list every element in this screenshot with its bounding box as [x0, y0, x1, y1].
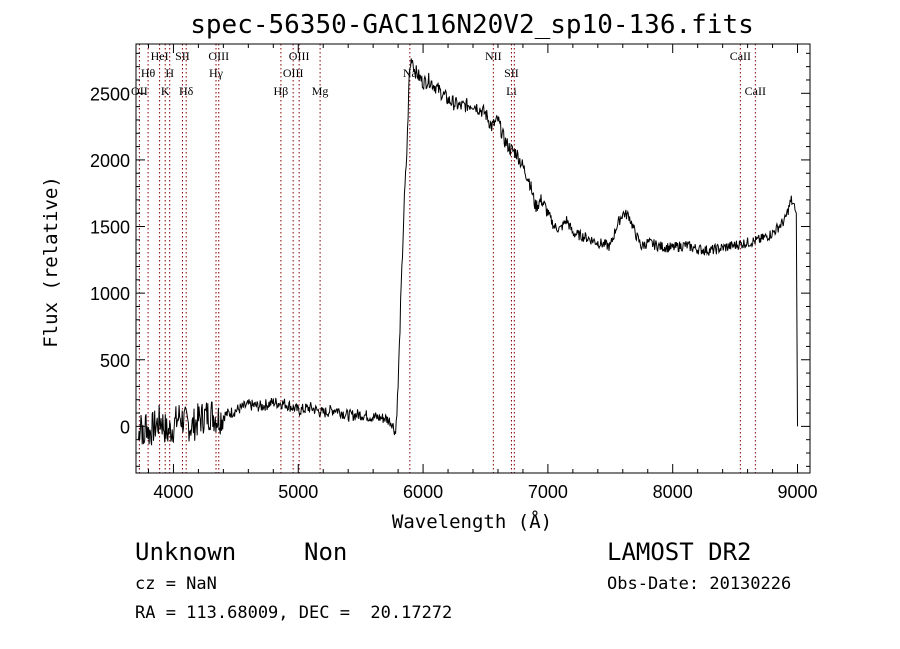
- y-tick-label: 1000: [90, 284, 130, 304]
- line-marker-label: OIII: [208, 49, 229, 63]
- line-marker-label: Mg: [312, 84, 329, 98]
- line-marker-label: OIII: [283, 66, 304, 80]
- line-marker-label: OIII: [289, 49, 310, 63]
- coordinates: RA = 113.68009, DEC = 20.17272: [135, 603, 453, 623]
- line-marker-label: H: [165, 66, 174, 80]
- y-axis: 0 500 1000 1500 2000 2500: [90, 52, 810, 467]
- spectrum-line: [138, 58, 798, 446]
- y-tick-label: 2500: [90, 84, 130, 104]
- line-marker-label: CaII: [730, 49, 751, 63]
- line-marker-label: K: [161, 84, 170, 98]
- x-axis: 4000 5000 6000 7000 8000 9000: [147, 44, 818, 502]
- x-tick-label: 5000: [278, 482, 318, 502]
- y-tick-label: 0: [120, 417, 130, 437]
- x-tick-label: 9000: [777, 482, 817, 502]
- y-tick-label: 2000: [90, 151, 130, 171]
- line-marker-label: Hδ: [179, 84, 194, 98]
- x-axis-label: Wavelength (Å): [392, 510, 552, 533]
- x-tick-label: 6000: [403, 482, 443, 502]
- survey-name: LAMOST DR2: [607, 538, 752, 566]
- line-marker-label: Hγ: [209, 66, 224, 80]
- cz-value: cz = NaN: [135, 574, 217, 594]
- line-marker-label: Li: [506, 84, 517, 98]
- line-marker-label: NII: [485, 49, 502, 63]
- y-axis-label: Flux (relative): [40, 176, 62, 348]
- x-tick-label: 7000: [528, 482, 568, 502]
- y-tick-label: 500: [100, 351, 130, 371]
- emission-line-markers: OIIHθHeIKHSIIHδHγOIIIHβOIIIOIIIMgNaNIISI…: [131, 44, 766, 473]
- line-marker-label: SII: [175, 49, 190, 63]
- observation-date: Obs-Date: 20130226: [607, 574, 792, 594]
- line-marker-label: SII: [504, 66, 519, 80]
- chart-title: spec-56350-GAC116N20V2_sp10-136.fits: [190, 10, 754, 40]
- line-marker-label: HeI: [151, 49, 169, 63]
- x-tick-label: 4000: [153, 482, 193, 502]
- object-class: Unknown: [135, 538, 237, 566]
- line-marker-label: Hθ: [141, 66, 156, 80]
- line-marker-label: OII: [131, 84, 148, 98]
- object-subclass: Non: [304, 538, 348, 566]
- line-marker-label: Hβ: [274, 84, 289, 98]
- y-tick-label: 1500: [90, 218, 130, 238]
- x-tick-label: 8000: [653, 482, 693, 502]
- line-marker-label: CaII: [745, 84, 766, 98]
